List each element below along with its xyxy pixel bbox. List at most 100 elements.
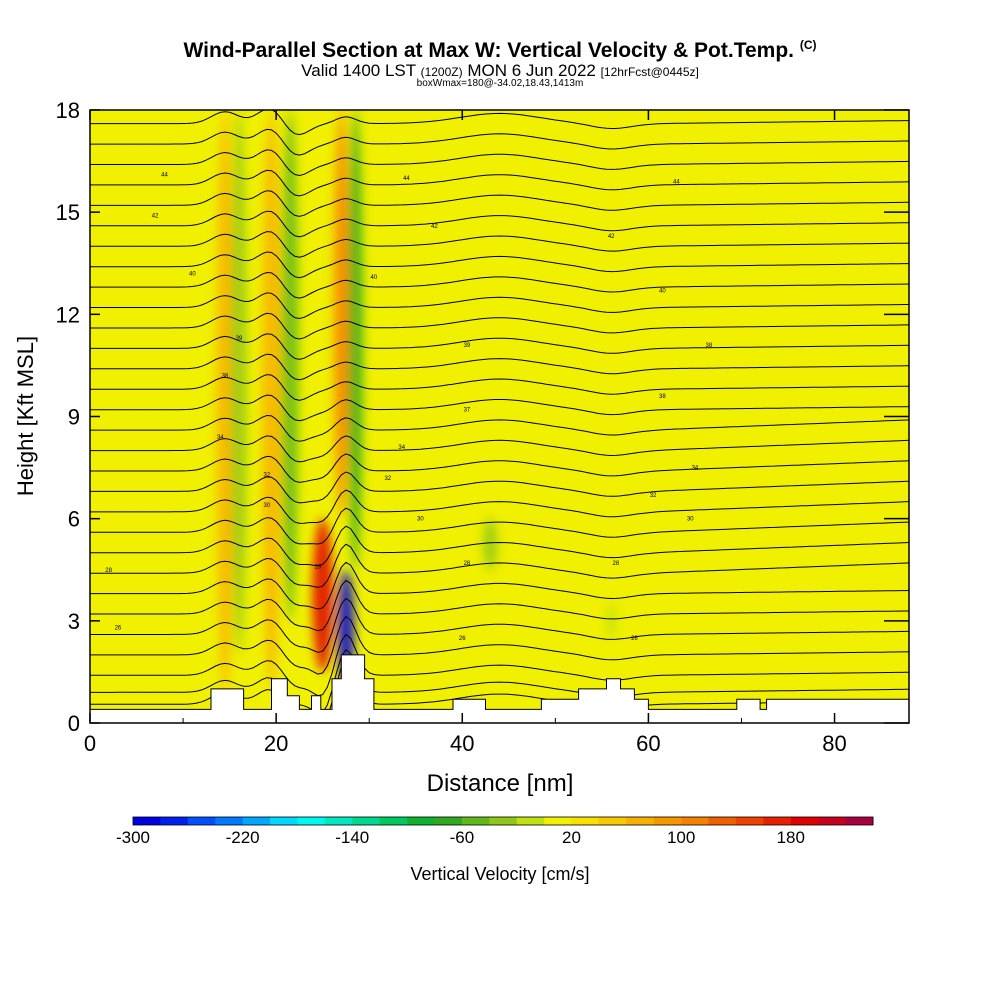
isentrope-39 bbox=[90, 292, 909, 320]
isentrope-40 bbox=[90, 271, 909, 299]
colorbar-tick-6: 180 bbox=[777, 828, 805, 847]
isentrope-47 bbox=[90, 110, 909, 136]
velocity-feature-4 bbox=[312, 518, 333, 672]
contour-label-9: 39 bbox=[236, 336, 243, 342]
velocity-feature-8 bbox=[483, 518, 498, 570]
isentrope-45 bbox=[90, 149, 909, 177]
contour-label-6: 40 bbox=[189, 271, 196, 277]
isentrope-36.5 bbox=[90, 394, 909, 422]
contour-label-8: 40 bbox=[659, 288, 666, 294]
isentrope-35 bbox=[90, 453, 909, 483]
contour-label-23: 30 bbox=[687, 517, 694, 523]
colorbar-swatch-18 bbox=[626, 817, 655, 825]
colorbar-swatch-26 bbox=[845, 817, 874, 825]
contour-labels: 44 44 44 42 42 42 40 40 40 39 39 38 38 38 37 34 34 34 32 32… bbox=[105, 173, 713, 642]
contour-label-3: 42 bbox=[152, 214, 159, 220]
terrain bbox=[90, 654, 909, 723]
colorbar: -300 -220 -140 -60 20 100 180 bbox=[116, 816, 874, 847]
isentrope-33 bbox=[90, 507, 909, 545]
colorbar-swatch-1 bbox=[160, 817, 189, 825]
colorbar-swatch-14 bbox=[516, 817, 545, 825]
colorbar-swatch-5 bbox=[270, 817, 298, 825]
y-tick-label-9: 9 bbox=[68, 405, 80, 430]
colorbar-frame bbox=[132, 816, 874, 826]
colorbar-swatch-22 bbox=[735, 817, 764, 825]
isentrope-22 bbox=[90, 648, 909, 715]
colorbar-swatch-2 bbox=[187, 817, 216, 825]
colorbar-swatch-6 bbox=[297, 817, 326, 825]
isentrope-31 bbox=[90, 543, 909, 588]
x-axis: 0 20 40 60 80 bbox=[84, 110, 847, 756]
isentrope-28 bbox=[90, 597, 909, 653]
colorbar-swatch-24 bbox=[790, 817, 819, 825]
isentrope-32 bbox=[90, 525, 909, 567]
colorbar-swatch-25 bbox=[818, 817, 847, 825]
valid-zulu: (1200Z) bbox=[420, 65, 463, 79]
colorbar-swatch-10 bbox=[407, 817, 435, 825]
contour-label-7: 40 bbox=[371, 275, 378, 281]
y-tick-label-0: 0 bbox=[68, 711, 80, 736]
contour-label-12: 38 bbox=[222, 374, 229, 380]
contour-label-18: 32 bbox=[263, 472, 270, 478]
contour-label-2: 44 bbox=[673, 180, 680, 186]
isentropes bbox=[90, 110, 909, 723]
colorbar-swatch-16 bbox=[571, 817, 600, 825]
contour-label-21: 30 bbox=[263, 503, 270, 509]
valid-date: MON 6 Jun 2022 bbox=[467, 61, 596, 80]
x-axis-label: Distance [nm] bbox=[427, 770, 574, 797]
contour-label-26: 28 bbox=[464, 561, 471, 567]
contour-label-16: 34 bbox=[398, 445, 405, 451]
x-tick-label-80: 80 bbox=[822, 731, 846, 756]
isentrope-46 bbox=[90, 128, 909, 156]
contour-label-20: 32 bbox=[650, 493, 657, 499]
velocity-feature-9 bbox=[606, 603, 616, 638]
y-tick-label-15: 15 bbox=[56, 200, 80, 225]
colorbar-tick-4: 20 bbox=[562, 828, 581, 847]
copyright-mark: (C) bbox=[799, 38, 817, 52]
colorbar-tick-3: -60 bbox=[450, 828, 475, 847]
box-wmax-info: boxWmax=180@-34.02,18.43,1413m bbox=[416, 78, 584, 89]
colorbar-swatch-19 bbox=[653, 817, 682, 825]
velocity-feature-3 bbox=[281, 110, 299, 621]
isentrope-37 bbox=[90, 374, 909, 401]
x-tick-label-60: 60 bbox=[636, 731, 660, 756]
colorbar-swatch-11 bbox=[434, 817, 463, 825]
contour-label-19: 32 bbox=[384, 476, 391, 482]
velocity-feature-6 bbox=[347, 110, 363, 570]
isentrope-44 bbox=[90, 169, 909, 197]
isentrope-38.5 bbox=[90, 312, 909, 340]
y-tick-label-18: 18 bbox=[56, 98, 80, 123]
contour-label-22: 30 bbox=[417, 517, 424, 523]
contour-label-14: 37 bbox=[464, 408, 471, 414]
isentrope-30 bbox=[90, 561, 909, 610]
colorbar-swatch-17 bbox=[598, 817, 627, 825]
colorbar-swatch-9 bbox=[379, 817, 408, 825]
colorbar-swatch-3 bbox=[215, 817, 244, 825]
contour-label-27: 28 bbox=[612, 561, 619, 567]
isentrope-40.5 bbox=[90, 251, 909, 279]
y-tick-label-12: 12 bbox=[56, 302, 80, 327]
colorbar-swatch-4 bbox=[242, 817, 271, 825]
chart-subtitle: Valid 1400 LST (1200Z) MON 6 Jun 2022 [1… bbox=[0, 61, 1000, 81]
y-tick-label-6: 6 bbox=[68, 507, 80, 532]
colorbar-swatch-20 bbox=[681, 817, 710, 825]
colorbar-tick-2: -140 bbox=[335, 828, 369, 847]
isentrope-29 bbox=[90, 579, 909, 632]
colorbar-tick-0: -300 bbox=[116, 828, 150, 847]
isentrope-36 bbox=[90, 414, 909, 442]
y-tick-label-3: 3 bbox=[68, 609, 80, 634]
x-tick-label-20: 20 bbox=[264, 731, 288, 756]
isentrope-42 bbox=[90, 210, 909, 238]
isentrope-41 bbox=[90, 231, 909, 258]
x-tick-label-0: 0 bbox=[84, 731, 96, 756]
chart-title: Wind-Parallel Section at Max W: Vertical… bbox=[0, 38, 1000, 63]
contour-label-28: 26 bbox=[115, 626, 122, 632]
valid-time: Valid 1400 LST bbox=[301, 61, 416, 80]
plot-background bbox=[90, 110, 909, 723]
colorbar-swatch-8 bbox=[352, 817, 381, 825]
isentrope-37.5 bbox=[90, 353, 909, 381]
isentrope-35.5 bbox=[90, 435, 909, 463]
colorbar-swatch-0 bbox=[133, 817, 161, 825]
colorbar-swatch-13 bbox=[489, 817, 518, 825]
